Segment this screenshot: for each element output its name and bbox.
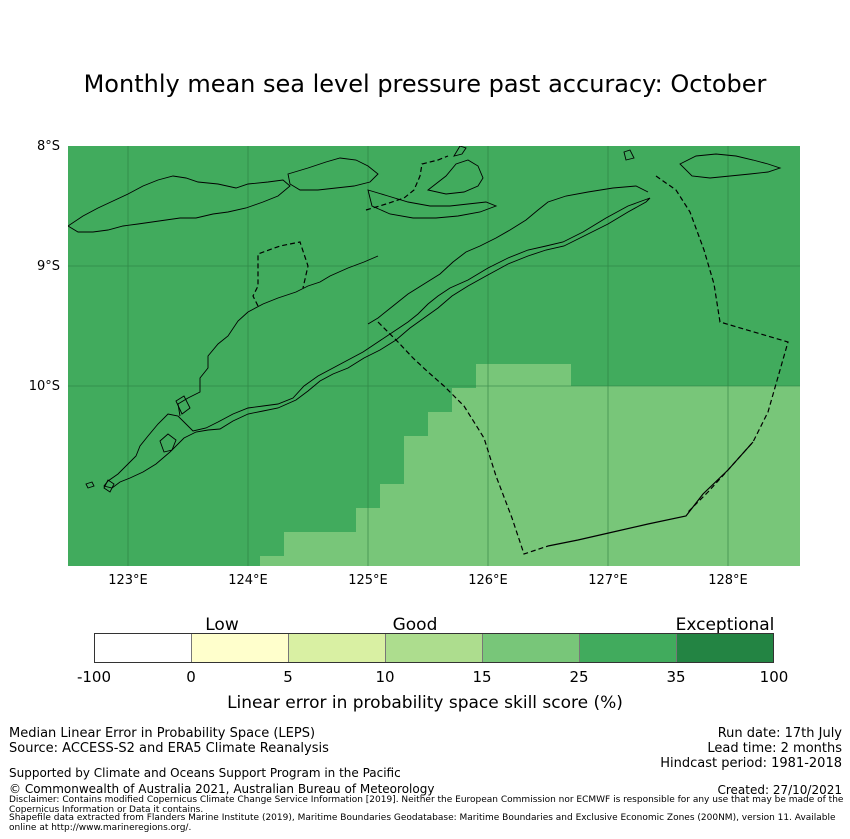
map-canvas: [68, 146, 800, 566]
lat-label-10s: 10°S: [28, 379, 60, 394]
timor-coastline: [103, 197, 651, 489]
source-text: Source: ACCESS-S2 and ERA5 Climate Reana…: [9, 741, 329, 756]
colorbar-category-exceptional: Exceptional: [675, 615, 775, 635]
lat-label-8s: 8°S: [36, 139, 60, 154]
lon-label-123e: 123°E: [108, 573, 148, 588]
colorbar-segment: [483, 634, 580, 662]
lon-label-125e: 125°E: [348, 573, 388, 588]
hindcast-period: Hindcast period: 1981-2018: [660, 756, 842, 771]
colorbar-tick: -100: [76, 668, 112, 686]
graticule: [68, 146, 800, 566]
flores-coastline: [68, 175, 291, 233]
eez-boundary-north: [365, 155, 449, 211]
colorbar-tick: 0: [186, 668, 196, 686]
colorbar-segment: [580, 634, 677, 662]
shapefile-credit: Shapefile data extracted from Flanders M…: [9, 813, 836, 833]
support-text: Supported by Climate and Oceans Support …: [9, 766, 401, 780]
colorbar-tick: 25: [569, 668, 589, 686]
created-date: Created: 27/10/2021: [717, 783, 842, 797]
colorbar-category-low: Low: [205, 615, 239, 635]
colorbar-segment: [386, 634, 483, 662]
coastlines: [68, 146, 782, 493]
lon-label-126e: 126°E: [468, 573, 508, 588]
lead-time: Lead time: 2 months: [707, 741, 842, 756]
colorbar-segment: [677, 634, 773, 662]
colorbar-category-good: Good: [392, 615, 438, 635]
ocean-fair-region: [260, 364, 800, 566]
colorbar-segment: [95, 634, 192, 662]
eez-boundary-south: [377, 321, 549, 555]
colorbar-tick: 100: [759, 668, 789, 686]
lon-label-124e: 124°E: [228, 573, 268, 588]
colorbar-label: Linear error in probability space skill …: [227, 693, 623, 713]
lat-label-9s: 9°S: [36, 259, 60, 274]
colorbar-tick: 35: [666, 668, 686, 686]
disclaimer-text: Disclaimer: Contains modified Copernicus…: [9, 795, 844, 815]
boundary-solid-segment: [547, 441, 754, 547]
colorbar-tick: 15: [472, 668, 492, 686]
colorbar-tick: 10: [375, 668, 395, 686]
colorbar-segment: [289, 634, 386, 662]
run-date: Run date: 17th July: [717, 726, 842, 741]
skill-map: [68, 146, 800, 566]
lon-label-127e: 127°E: [588, 573, 628, 588]
colorbar: [94, 633, 774, 663]
lon-label-128e: 128°E: [708, 573, 748, 588]
eez-boundary-west: [252, 241, 309, 307]
colorbar-tick: 5: [283, 668, 293, 686]
copyright-text: © Commonwealth of Australia 2021, Austra…: [9, 782, 435, 796]
colorbar-segment: [192, 634, 289, 662]
method-text: Median Linear Error in Probability Space…: [9, 726, 316, 741]
chart-title: Monthly mean sea level pressure past acc…: [83, 70, 767, 98]
